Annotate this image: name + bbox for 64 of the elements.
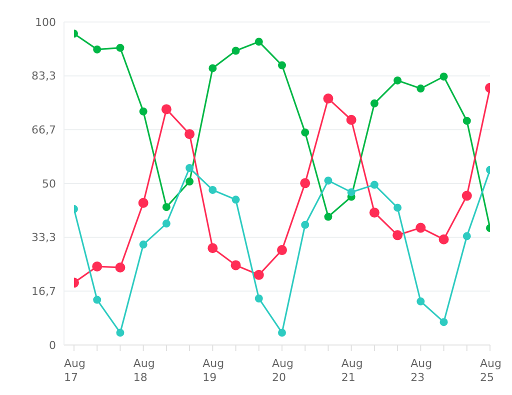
point	[392, 230, 403, 240]
point	[278, 328, 286, 337]
point	[138, 198, 148, 208]
point	[139, 240, 148, 249]
x-tick-label: Aug 21	[341, 357, 363, 384]
y-tick-label: 83,3	[32, 70, 56, 83]
x-tick-label: Aug 19	[202, 357, 224, 384]
x-tick-label: Aug 25	[480, 357, 502, 384]
y-tick-label: 50	[42, 177, 56, 190]
x-tick-label: Aug 17	[64, 357, 86, 384]
point	[278, 61, 286, 70]
point	[208, 243, 218, 254]
point	[277, 245, 287, 256]
point	[416, 222, 426, 233]
point	[324, 176, 332, 185]
point	[438, 234, 449, 244]
point	[254, 38, 263, 46]
x-tick-label: Aug 20	[272, 357, 294, 384]
point	[139, 107, 148, 116]
point	[208, 186, 217, 194]
point	[232, 46, 240, 55]
point	[116, 44, 124, 52]
point	[93, 45, 102, 54]
point	[162, 220, 170, 228]
point	[347, 188, 356, 196]
point	[440, 72, 448, 81]
x-tick-label: Aug 23	[410, 357, 432, 384]
point	[440, 318, 448, 326]
point	[462, 190, 472, 201]
point	[324, 212, 332, 221]
point	[254, 270, 264, 280]
point	[186, 178, 194, 186]
y-tick-label: 0	[49, 338, 56, 352]
x-tick-label: Aug 18	[133, 357, 155, 384]
point	[184, 129, 195, 140]
point	[116, 328, 124, 337]
point	[230, 260, 241, 270]
point	[115, 262, 126, 272]
point	[370, 180, 378, 189]
y-tick-label: 66,7	[32, 124, 56, 137]
y-tick-label: 33,3	[32, 231, 56, 244]
point	[208, 64, 217, 72]
point	[346, 114, 356, 125]
point	[416, 297, 425, 306]
point	[92, 262, 102, 272]
point	[462, 232, 471, 240]
point	[369, 208, 380, 218]
point	[323, 94, 334, 104]
point	[394, 204, 402, 212]
y-tick-label: 16,7	[32, 285, 56, 298]
y-tick-label: 100	[35, 16, 56, 29]
point	[300, 178, 310, 188]
point	[232, 196, 240, 204]
point	[462, 116, 471, 125]
point	[93, 296, 102, 304]
point	[186, 164, 194, 172]
point	[161, 104, 172, 114]
point	[162, 203, 170, 212]
point	[416, 84, 425, 93]
point	[370, 99, 378, 108]
point	[301, 128, 310, 136]
point	[301, 220, 310, 229]
point	[254, 294, 263, 302]
point	[394, 76, 402, 84]
